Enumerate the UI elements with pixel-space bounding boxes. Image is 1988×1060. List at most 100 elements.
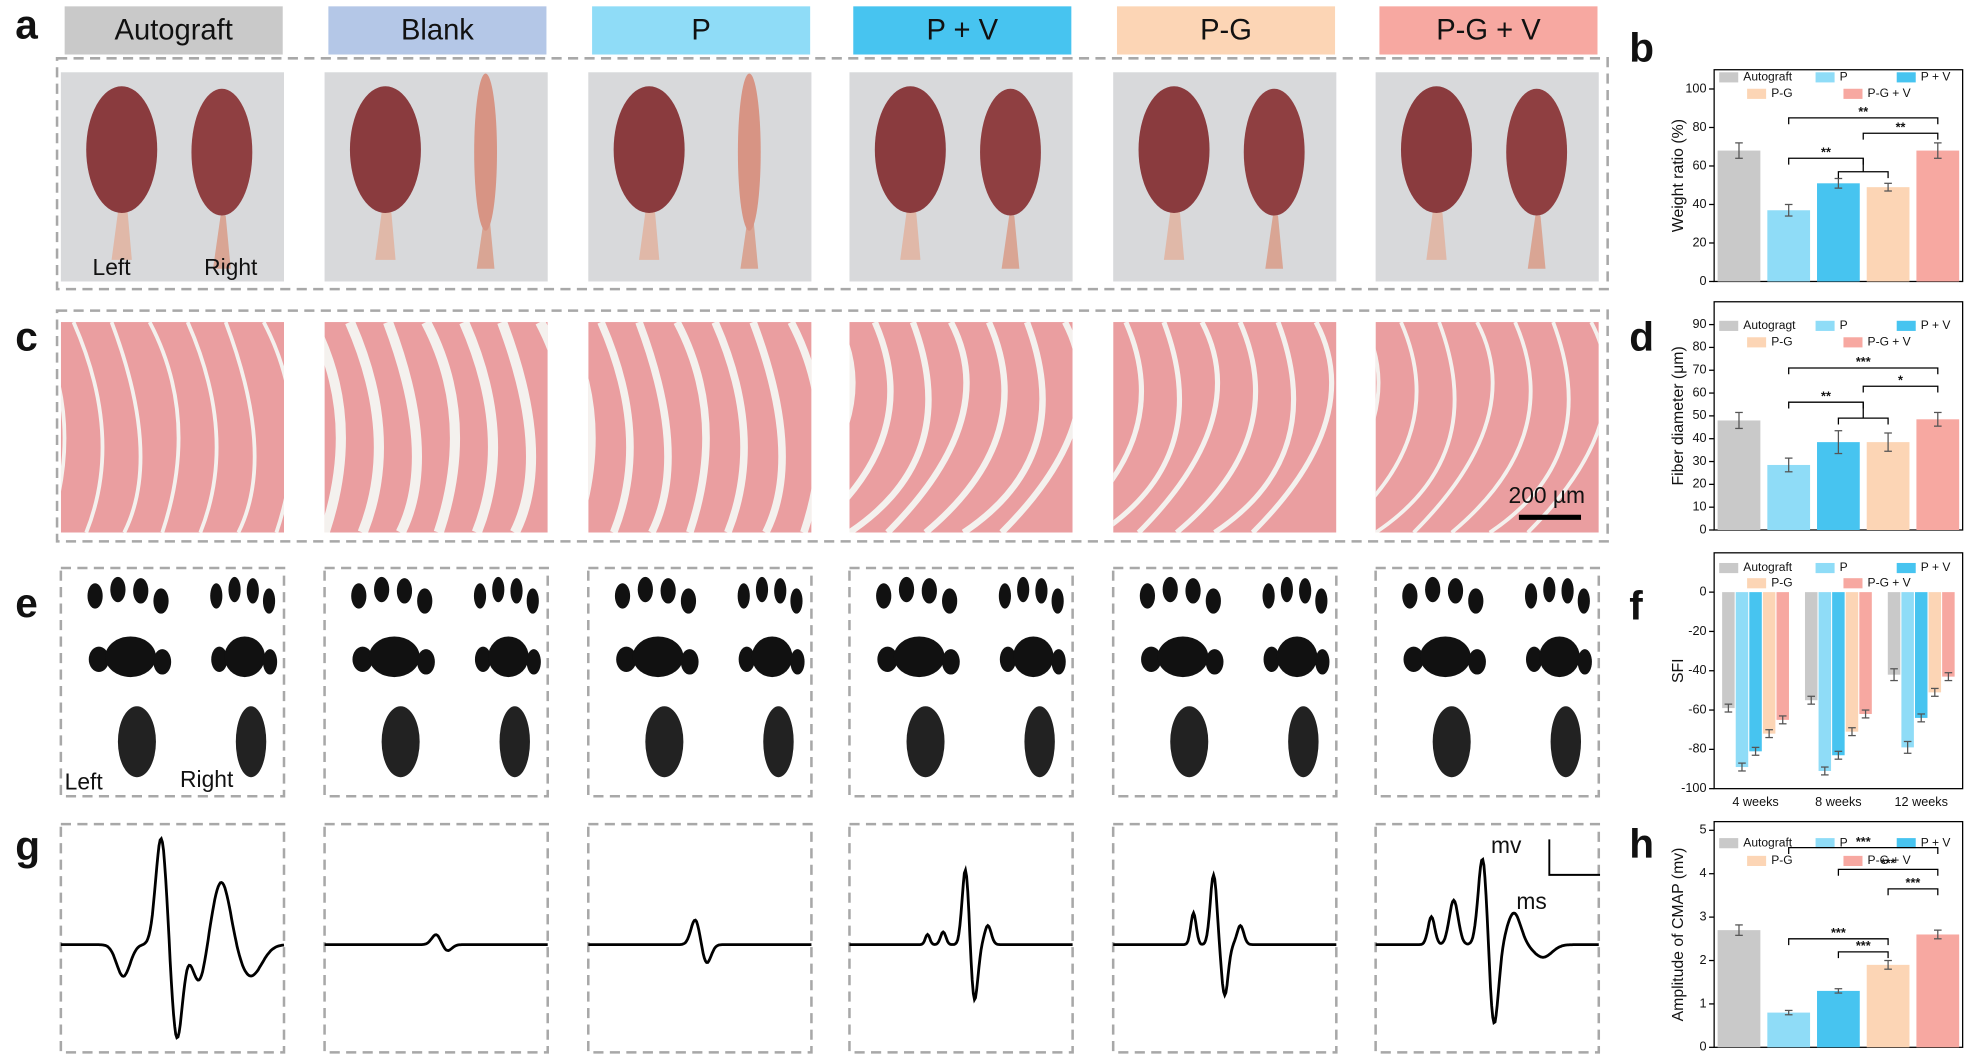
y-axis-label: Weight ratio (%) (1670, 119, 1687, 232)
footprint-frame (848, 566, 1074, 798)
legend-label: Autograft (1743, 835, 1792, 849)
legend-label: P (1840, 318, 1848, 332)
y-tick-label: 100 (1685, 81, 1706, 95)
side-label: Left (65, 769, 104, 795)
y-tick-label: 20 (1692, 477, 1706, 491)
histology-image (324, 322, 548, 533)
significance-label: ** (1858, 105, 1868, 119)
legend-swatch (1896, 562, 1916, 574)
legend-label: P-G (1771, 86, 1792, 100)
error-bar (1931, 687, 1939, 697)
bar (1767, 464, 1811, 530)
y-axis-label: SFI (1670, 658, 1687, 683)
legend-swatch (1719, 838, 1739, 849)
error-bar (1738, 762, 1746, 772)
trace-frame (1374, 822, 1601, 1054)
bar (1767, 1012, 1811, 1048)
panel-label: f (1629, 582, 1643, 628)
significance-bracket (1837, 868, 1939, 876)
bar (1887, 592, 1901, 675)
significance-bracket (1788, 938, 1889, 946)
y-tick-label: -60 (1688, 702, 1706, 716)
legend-swatch (1815, 562, 1835, 574)
legend-label: P-G + V (1868, 86, 1911, 100)
group-header (1116, 6, 1336, 55)
bar (1717, 420, 1761, 530)
trace-axis-label: mv (1491, 832, 1522, 858)
y-tick-label: 50 (1692, 408, 1706, 422)
legend-label: P-G (1771, 335, 1792, 349)
significance-bracket (1837, 158, 1889, 179)
legend-label: P (1840, 835, 1848, 849)
side-label: Left (93, 254, 132, 280)
panel-label: b (1629, 24, 1654, 70)
legend-label: P-G + V (1868, 335, 1911, 349)
bar (1901, 592, 1914, 748)
y-tick-label: -40 (1688, 663, 1706, 677)
footprint-frame (59, 566, 286, 798)
y-tick-label: 0 (1699, 1040, 1706, 1054)
error-bar (1807, 695, 1816, 705)
error-bar (1735, 142, 1743, 159)
error-bar (1834, 430, 1843, 455)
error-bar (1848, 727, 1856, 737)
error-bar (1834, 750, 1843, 760)
legend-swatch (1747, 578, 1767, 589)
trace-frame (59, 822, 286, 1054)
y-tick-label: 90 (1692, 317, 1706, 331)
footprint-image (876, 576, 1066, 778)
x-tick-label: 4 weeks (1732, 795, 1778, 809)
bar (1804, 592, 1818, 701)
scale-bar-label: 200 µm (1509, 482, 1586, 508)
footprint-image (351, 576, 541, 778)
significance-label: *** (1906, 876, 1921, 890)
significance-bracket (1788, 847, 1939, 855)
histology-image (849, 322, 1073, 533)
error-bar (1751, 746, 1760, 756)
cmap-trace (588, 918, 812, 964)
error-bar (1784, 203, 1793, 217)
footprint-frame (323, 566, 549, 798)
y-tick-label: 20 (1692, 235, 1706, 249)
panel-frame (55, 57, 1609, 291)
legend-swatch (1843, 88, 1863, 99)
histology-image (1375, 322, 1599, 533)
significance-label: *** (1856, 835, 1871, 849)
significance-bracket (1788, 367, 1939, 375)
legend-swatch (1719, 562, 1739, 574)
error-bar (1784, 1009, 1793, 1016)
significance-bracket (1862, 132, 1939, 140)
muscle-photo (1113, 72, 1337, 282)
cmap-trace (1113, 870, 1337, 999)
legend-label: P + V (1921, 70, 1951, 84)
y-tick-label: 30 (1692, 454, 1706, 468)
error-bar (1735, 924, 1743, 936)
legend-label: P-G (1771, 853, 1792, 867)
panel-label: a (15, 2, 38, 48)
panel-label: e (15, 580, 38, 626)
y-tick-label: 70 (1692, 363, 1706, 377)
histology-image (588, 322, 812, 533)
y-tick-label: -80 (1688, 742, 1706, 756)
bar (1914, 592, 1928, 718)
error-bar (1933, 929, 1942, 940)
legend-swatch (1747, 337, 1767, 348)
x-tick-label: 8 weeks (1815, 795, 1861, 809)
significance-label: * (1898, 373, 1903, 387)
legend-label: P-G + V (1868, 853, 1911, 867)
bar (1866, 187, 1910, 282)
legend-swatch (1815, 838, 1835, 849)
legend-label: P + V (1921, 560, 1951, 574)
trace-axes (1548, 839, 1601, 876)
muscle-photo (849, 72, 1073, 282)
error-bar (1821, 766, 1829, 776)
significance-label: *** (1881, 857, 1896, 871)
legend-swatch (1815, 72, 1835, 83)
muscle-photo (324, 72, 548, 282)
bar (1866, 964, 1910, 1048)
bar (1767, 210, 1811, 282)
muscle-photo (588, 72, 812, 282)
error-bar (1784, 457, 1793, 473)
significance-label: ** (1896, 121, 1906, 135)
footprint-frame (1111, 566, 1338, 798)
